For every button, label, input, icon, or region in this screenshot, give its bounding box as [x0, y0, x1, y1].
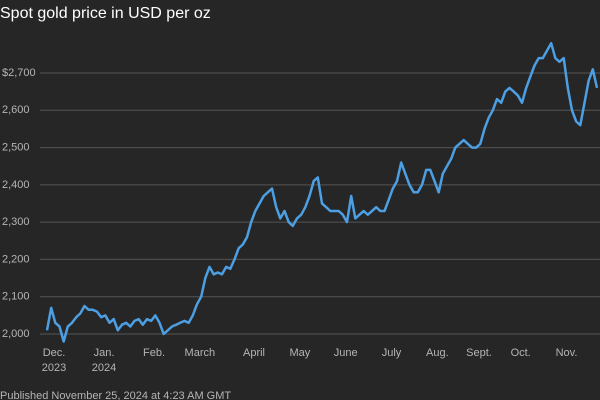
y-tick-label: 2,400 [2, 179, 30, 191]
y-tick-label: 2,500 [2, 141, 30, 153]
chart-title: Spot gold price in USD per oz [0, 5, 211, 22]
x-tick-label: Oct. [510, 347, 531, 359]
x-tick-label: June [333, 347, 358, 359]
x-tick-label: Feb. [142, 347, 165, 359]
y-tick-label: 2,300 [2, 216, 30, 228]
x-tick-label: July [381, 347, 402, 359]
footer: Published November 25, 2024 at 4:23 AM G… [0, 390, 231, 400]
line [45, 41, 599, 343]
y-tick-label: 2,000 [2, 328, 30, 340]
x-tick-label: May [289, 347, 311, 359]
x-tick-label: March [184, 347, 216, 359]
x-tick-label: April [242, 347, 265, 359]
x-tick-label: Nov. [555, 347, 578, 359]
y-tick-label: $2,700 [2, 67, 36, 79]
x-tick-label: Sept. [466, 347, 492, 359]
y-tick-label: 2,200 [2, 253, 30, 265]
x-tick-label: Aug. [426, 347, 449, 359]
y-tick-label: 2,100 [2, 291, 30, 303]
x-tick-label: Dec. 2023 [41, 347, 67, 374]
x-tick-label: Jan. 2024 [91, 347, 117, 374]
y-tick-label: 2,600 [2, 104, 30, 116]
